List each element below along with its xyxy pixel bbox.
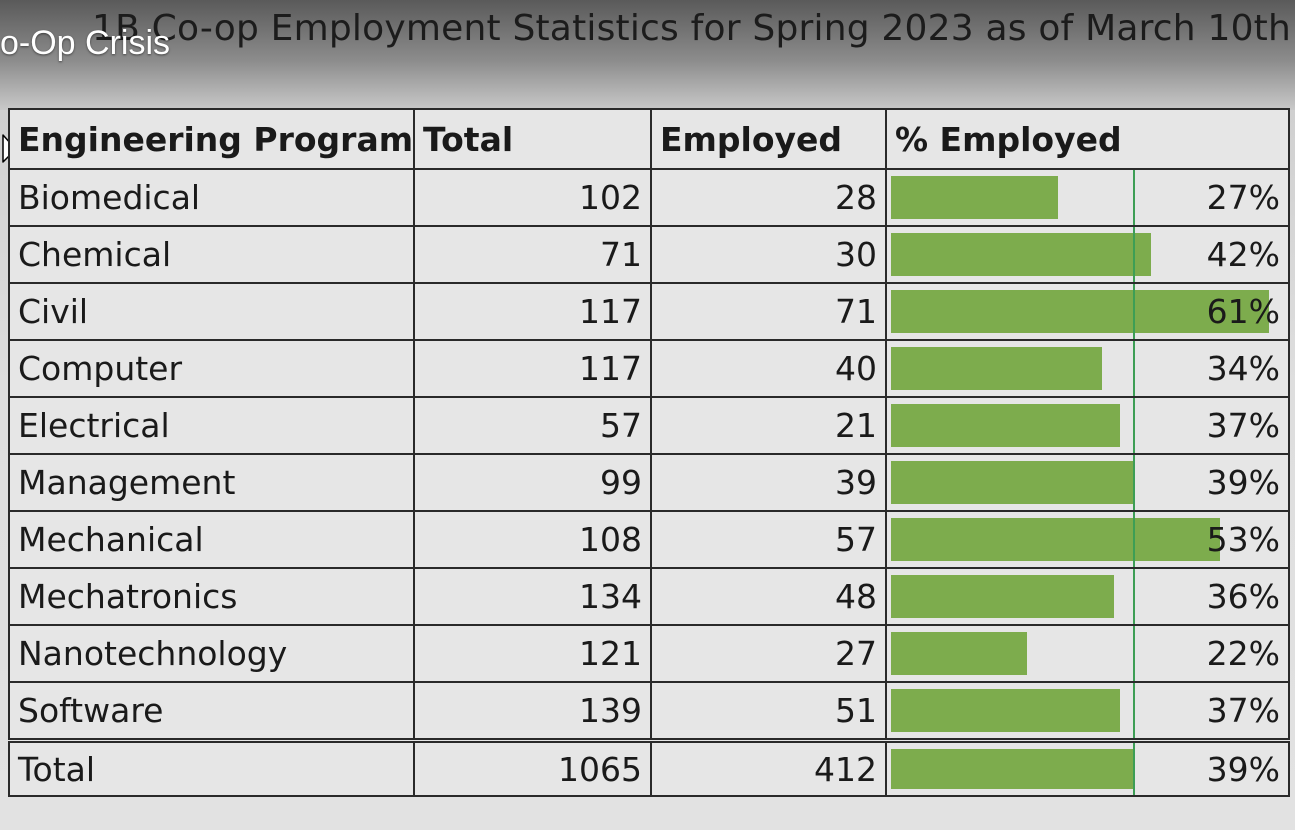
program-name-cell: Chemical — [8, 225, 415, 284]
pct-employed-bar — [891, 749, 1133, 789]
pct-employed-bar — [891, 290, 1269, 333]
program-name-cell: Mechanical — [8, 510, 415, 569]
total-count-cell: 57 — [413, 396, 652, 455]
employed-count-cell: 412 — [650, 738, 887, 797]
total-count-cell: 99 — [413, 453, 652, 512]
pct-employed-bar — [891, 575, 1114, 618]
employed-count-cell: 27 — [650, 624, 887, 683]
pct-employed-label: 39% — [1206, 749, 1280, 789]
program-name-cell: Civil — [8, 282, 415, 341]
employed-count-cell: 39 — [650, 453, 887, 512]
pct-employed-label: 37% — [1206, 691, 1280, 730]
average-reference-line — [1133, 745, 1135, 795]
pct-employed-bar — [891, 689, 1120, 732]
pct-employed-cell: 34% — [885, 339, 1290, 398]
table-total-row: Total 1065 412 39% — [8, 738, 1290, 797]
program-name-cell: Mechatronics — [8, 567, 415, 626]
pct-employed-bar — [891, 632, 1027, 675]
employed-count-cell: 48 — [650, 567, 887, 626]
table-row: Mechatronics 134 48 36% — [8, 567, 1290, 626]
employed-count-cell: 51 — [650, 681, 887, 742]
video-title[interactable]: o-Op Crisis — [0, 24, 171, 62]
average-reference-line — [1133, 342, 1135, 395]
pct-employed-label: 36% — [1206, 577, 1280, 616]
table-row: Electrical 57 21 37% — [8, 396, 1290, 455]
table-row: Biomedical 102 28 27% — [8, 168, 1290, 227]
pct-employed-cell: 61% — [885, 282, 1290, 341]
total-count-cell: 71 — [413, 225, 652, 284]
pct-employed-label: 37% — [1206, 406, 1280, 445]
average-reference-line — [1133, 627, 1135, 680]
average-reference-line — [1133, 513, 1135, 566]
slide-title: 1B Co-op Employment Statistics for Sprin… — [92, 8, 1292, 49]
pct-employed-bar — [891, 233, 1151, 276]
pct-employed-label: 42% — [1206, 235, 1280, 274]
program-name-cell: Biomedical — [8, 168, 415, 227]
employed-count-cell: 21 — [650, 396, 887, 455]
total-count-cell: 139 — [413, 681, 652, 742]
pct-employed-bar — [891, 347, 1102, 390]
pct-employed-bar — [891, 176, 1058, 219]
table-row: Management 99 39 39% — [8, 453, 1290, 512]
table-body: Biomedical 102 28 27% Chemical 71 30 42% Civil 11… — [8, 168, 1290, 797]
program-name-cell: Management — [8, 453, 415, 512]
employed-count-cell: 40 — [650, 339, 887, 398]
pct-employed-cell: 27% — [885, 168, 1290, 227]
pct-employed-cell: 39% — [885, 453, 1290, 512]
employed-count-cell: 71 — [650, 282, 887, 341]
pct-employed-bar — [891, 461, 1133, 504]
pct-employed-label: 39% — [1206, 463, 1280, 502]
average-reference-line — [1133, 171, 1135, 224]
total-count-cell: 1065 — [413, 738, 652, 797]
total-count-cell: 117 — [413, 339, 652, 398]
video-top-overlay — [0, 0, 1295, 110]
program-name-cell: Nanotechnology — [8, 624, 415, 683]
program-name-cell: Electrical — [8, 396, 415, 455]
total-count-cell: 102 — [413, 168, 652, 227]
average-reference-line — [1133, 456, 1135, 509]
program-name-cell: Computer — [8, 339, 415, 398]
table-header-row: Engineering Program Total Employed % Emp… — [8, 108, 1290, 170]
total-count-cell: 108 — [413, 510, 652, 569]
employed-count-cell: 28 — [650, 168, 887, 227]
average-reference-line — [1133, 399, 1135, 452]
column-header-employed: Employed — [650, 108, 887, 170]
pct-employed-cell: 37% — [885, 396, 1290, 455]
pct-employed-label: 53% — [1206, 520, 1280, 559]
table-row: Civil 117 71 61% — [8, 282, 1290, 341]
total-count-cell: 117 — [413, 282, 652, 341]
table-row: Computer 117 40 34% — [8, 339, 1290, 398]
average-reference-line — [1133, 683, 1135, 738]
pct-employed-label: 22% — [1206, 634, 1280, 673]
employment-stats-table: Engineering Program Total Employed % Emp… — [8, 108, 1290, 797]
pct-employed-bar — [891, 404, 1120, 447]
pct-employed-cell: 36% — [885, 567, 1290, 626]
pct-employed-label: 61% — [1206, 292, 1280, 331]
stats-table-container: Engineering Program Total Employed % Emp… — [8, 108, 1290, 797]
total-count-cell: 134 — [413, 567, 652, 626]
table-row: Nanotechnology 121 27 22% — [8, 624, 1290, 683]
total-count-cell: 121 — [413, 624, 652, 683]
pct-employed-bar — [891, 518, 1220, 561]
column-header-program: Engineering Program — [8, 108, 415, 170]
pct-employed-cell: 37% — [885, 681, 1290, 742]
pct-employed-cell: 22% — [885, 624, 1290, 683]
program-name-cell: Software — [8, 681, 415, 742]
column-header-pct-employed: % Employed — [885, 108, 1290, 170]
column-header-total: Total — [413, 108, 652, 170]
average-reference-line — [1133, 228, 1135, 281]
employed-count-cell: 57 — [650, 510, 887, 569]
average-reference-line — [1133, 285, 1135, 338]
pct-employed-cell: 53% — [885, 510, 1290, 569]
pct-employed-label: 34% — [1206, 349, 1280, 388]
pct-employed-cell: 42% — [885, 225, 1290, 284]
employed-count-cell: 30 — [650, 225, 887, 284]
average-reference-line — [1133, 570, 1135, 623]
table-row: Mechanical 108 57 53% — [8, 510, 1290, 569]
table-row: Chemical 71 30 42% — [8, 225, 1290, 284]
table-row: Software 139 51 37% — [8, 681, 1290, 742]
pct-employed-cell: 39% — [885, 738, 1290, 797]
pct-employed-label: 27% — [1206, 178, 1280, 217]
program-name-cell: Total — [8, 738, 415, 797]
